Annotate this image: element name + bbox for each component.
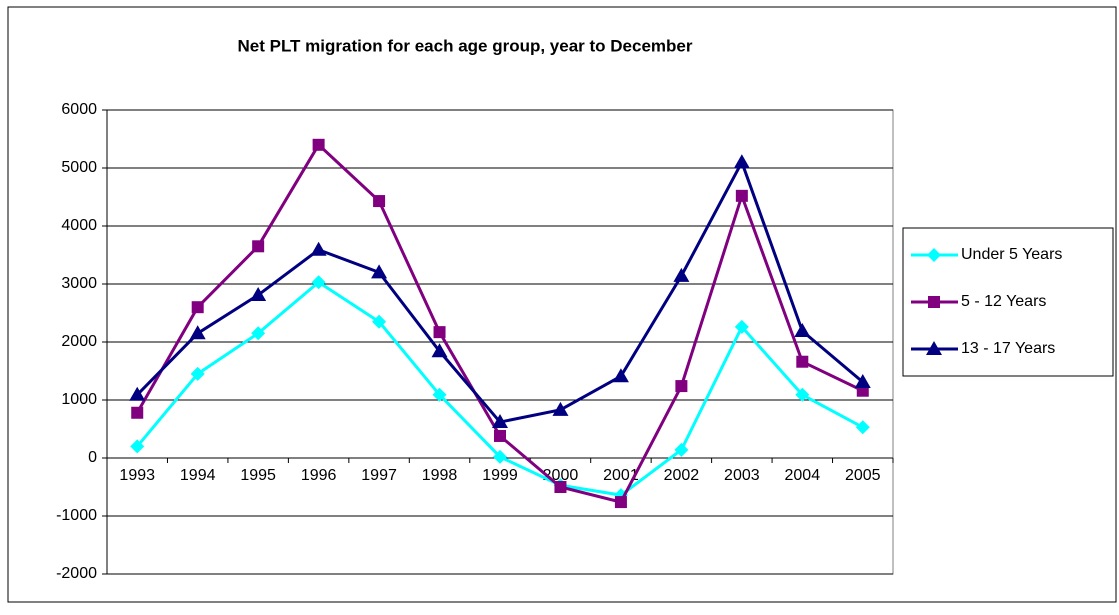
marker bbox=[372, 314, 387, 329]
marker bbox=[493, 449, 507, 464]
y-tick-label: 5000 bbox=[61, 159, 97, 176]
marker bbox=[371, 264, 388, 279]
chart-title: Net PLT migration for each age group, ye… bbox=[237, 36, 692, 55]
x-tick-label: 1994 bbox=[180, 467, 216, 484]
x-tick-label: 1997 bbox=[361, 467, 397, 484]
y-tick-label: 0 bbox=[88, 449, 97, 466]
marker bbox=[733, 154, 750, 169]
x-tick-label: 2003 bbox=[724, 467, 760, 484]
legend-label: 13 - 17 Years bbox=[961, 340, 1055, 357]
marker bbox=[854, 374, 871, 389]
marker bbox=[373, 195, 386, 208]
y-tick-label: 3000 bbox=[61, 275, 97, 292]
marker bbox=[311, 275, 326, 290]
y-tick-label: -1000 bbox=[56, 507, 97, 524]
marker bbox=[926, 341, 942, 355]
marker bbox=[675, 380, 688, 393]
x-tick-label: 2001 bbox=[603, 467, 639, 484]
marker bbox=[796, 355, 809, 368]
x-tick-label: 1998 bbox=[422, 467, 458, 484]
marker bbox=[612, 368, 629, 383]
marker bbox=[312, 138, 325, 151]
marker bbox=[794, 322, 811, 337]
marker bbox=[674, 442, 689, 457]
marker bbox=[190, 366, 205, 381]
marker bbox=[735, 189, 748, 202]
y-tick-label: 4000 bbox=[61, 217, 97, 234]
x-tick-label: 1995 bbox=[240, 467, 276, 484]
y-tick-label: 1000 bbox=[61, 391, 97, 408]
marker bbox=[189, 325, 206, 340]
marker bbox=[251, 326, 266, 341]
marker bbox=[129, 386, 146, 401]
marker bbox=[433, 326, 446, 339]
x-tick-label: 2002 bbox=[664, 467, 700, 484]
x-tick-label: 1993 bbox=[119, 467, 155, 484]
marker bbox=[250, 287, 267, 302]
marker bbox=[191, 301, 204, 314]
marker bbox=[494, 429, 506, 442]
x-tick-label: 2005 bbox=[845, 467, 881, 484]
y-tick-label: 6000 bbox=[61, 101, 97, 118]
marker bbox=[928, 296, 940, 308]
legend-label: Under 5 Years bbox=[961, 246, 1062, 263]
marker bbox=[673, 267, 690, 282]
marker bbox=[252, 240, 265, 253]
marker bbox=[310, 241, 327, 256]
y-tick-label: 2000 bbox=[61, 333, 97, 350]
marker bbox=[131, 406, 144, 419]
marker bbox=[927, 248, 941, 262]
legend-label: 5 - 12 Years bbox=[961, 293, 1046, 310]
x-tick-label: 1996 bbox=[301, 467, 337, 484]
marker bbox=[795, 387, 810, 402]
x-tick-label: 1999 bbox=[482, 467, 518, 484]
marker bbox=[614, 496, 627, 509]
marker bbox=[492, 414, 508, 429]
marker bbox=[431, 343, 448, 358]
marker bbox=[432, 387, 447, 402]
x-tick-label: 2004 bbox=[785, 467, 821, 484]
marker bbox=[552, 401, 569, 416]
y-tick-label: -2000 bbox=[56, 565, 97, 582]
marker bbox=[734, 319, 749, 334]
marker bbox=[855, 420, 870, 435]
marker bbox=[554, 481, 567, 493]
marker bbox=[130, 439, 145, 454]
